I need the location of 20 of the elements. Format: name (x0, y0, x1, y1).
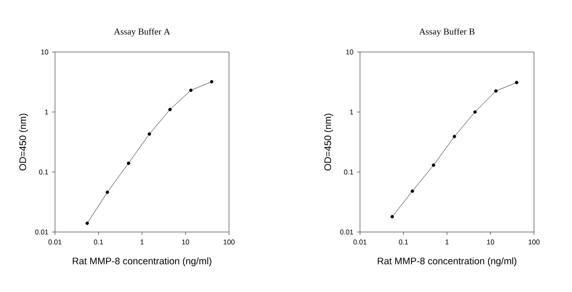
point (390, 214, 394, 218)
point (452, 134, 456, 138)
point (473, 110, 477, 114)
point (432, 163, 436, 167)
point (514, 80, 518, 84)
chart-title: Assay Buffer B (419, 28, 474, 36)
point (494, 89, 498, 93)
chart-title: Assay Buffer A (114, 28, 170, 36)
y-axis-title: OD=450 (nm) (324, 114, 333, 170)
point (86, 222, 89, 225)
x-axis-title: Rat MMP-8 concentration (ng/ml) (72, 257, 212, 266)
x-axis-title: Rat MMP-8 concentration (ng/ml) (378, 257, 516, 266)
point (410, 189, 414, 193)
point (126, 162, 130, 165)
y-axis-title: OD=450 (nm) (19, 114, 28, 170)
point (168, 108, 172, 112)
point (106, 190, 110, 194)
point (148, 132, 152, 136)
point (189, 88, 193, 92)
point (210, 80, 214, 84)
